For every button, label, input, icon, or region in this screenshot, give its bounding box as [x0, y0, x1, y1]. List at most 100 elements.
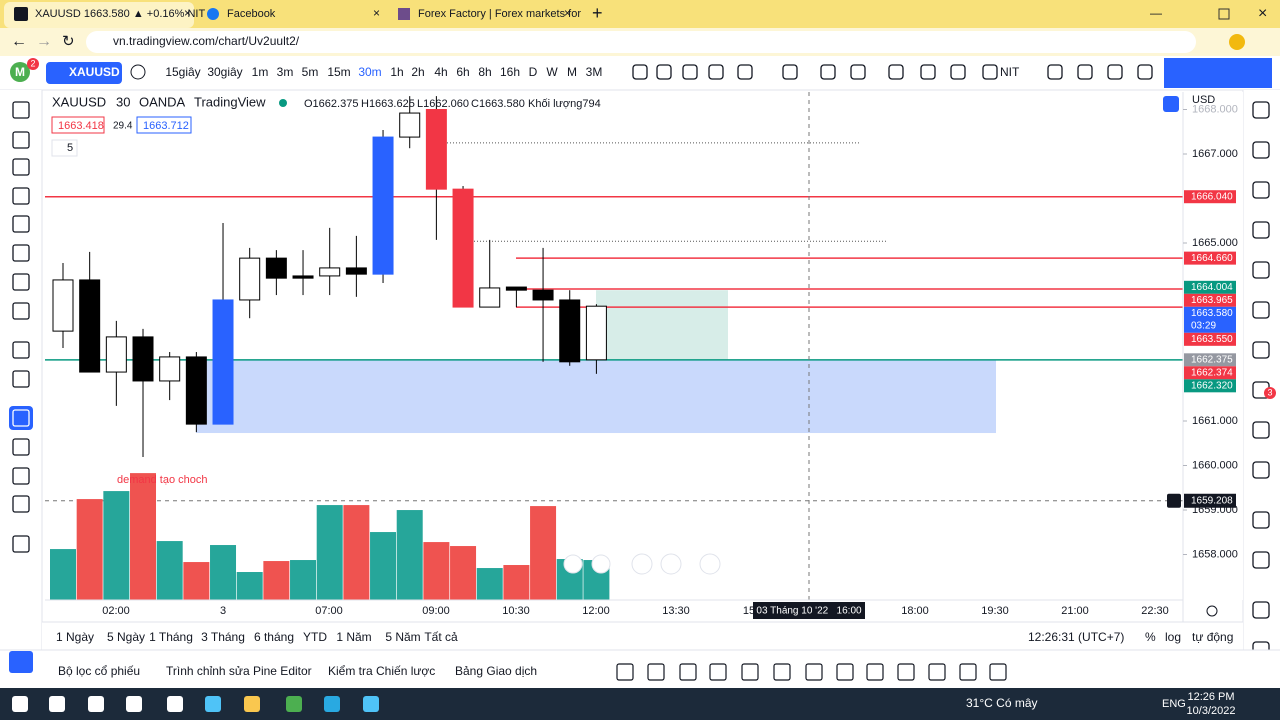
lock-scale[interactable] — [1163, 96, 1179, 112]
currency[interactable]: USD — [1192, 94, 1215, 106]
drawing-tool[interactable] — [679, 663, 697, 681]
tool-icon[interactable] — [12, 370, 30, 388]
taskbar-icon[interactable] — [88, 696, 104, 712]
interval[interactable]: M — [567, 65, 577, 79]
window-close[interactable]: × — [1258, 5, 1267, 22]
range-button[interactable]: 3 Tháng — [201, 630, 245, 644]
taskbar-icon[interactable] — [363, 696, 379, 712]
publish-button[interactable] — [1164, 58, 1272, 88]
toolbar-icon[interactable] — [1077, 64, 1093, 80]
panel-tab[interactable]: Bộ lọc cổ phiếu — [58, 664, 140, 678]
range-button[interactable]: 5 Năm — [385, 630, 420, 644]
toolbar-icon[interactable] — [850, 64, 866, 80]
drawing-tool[interactable] — [616, 663, 634, 681]
taskbar-icon[interactable] — [126, 696, 142, 712]
tab[interactable] — [4, 2, 194, 28]
taskbar-icon[interactable] — [324, 696, 340, 712]
bid[interactable]: 1663.418 — [58, 120, 104, 132]
sell-box[interactable] — [51, 116, 105, 134]
toolbar-icon[interactable] — [782, 64, 798, 80]
toolbar-icon[interactable] — [820, 64, 836, 80]
tab-close[interactable]: × — [184, 6, 191, 20]
drawing-tool[interactable] — [647, 663, 665, 681]
avatar[interactable] — [10, 62, 30, 82]
sidebar-icon[interactable] — [1252, 511, 1270, 529]
drawing-tool[interactable] — [989, 663, 1007, 681]
range-button[interactable]: 1 Ngày — [56, 630, 94, 644]
sidebar-icon[interactable] — [1252, 341, 1270, 359]
sidebar-icon[interactable] — [1252, 301, 1270, 319]
drawing-tool[interactable] — [897, 663, 915, 681]
symbol[interactable]: XAUUSD — [69, 65, 120, 79]
range-button[interactable]: YTD — [303, 630, 327, 644]
sidebar-icon[interactable] — [1252, 221, 1270, 239]
drawing-tool[interactable] — [928, 663, 946, 681]
range-button[interactable]: 1 Năm — [336, 630, 371, 644]
toolbar-icon[interactable] — [1137, 64, 1153, 80]
star[interactable] — [9, 651, 33, 673]
toolbar-icon[interactable] — [950, 64, 966, 80]
tool-icon[interactable] — [12, 131, 30, 149]
tool-icon[interactable] — [12, 302, 30, 320]
percent-toggle[interactable]: % — [1145, 630, 1156, 644]
tool-icon[interactable] — [12, 244, 30, 262]
toolbar-icon[interactable] — [737, 64, 753, 80]
toolbar-icon[interactable] — [888, 64, 904, 80]
interval[interactable]: 15m — [327, 65, 350, 79]
tab-title[interactable]: Forex Factory | Forex markets for — [418, 8, 581, 20]
auto-toggle[interactable]: tự động — [1192, 630, 1233, 644]
interval[interactable]: 16h — [500, 65, 520, 79]
interval[interactable]: D — [529, 65, 538, 79]
forward[interactable]: → — [36, 33, 52, 50]
interval[interactable]: 1m — [252, 65, 269, 79]
range-button[interactable]: 1 Tháng — [149, 630, 193, 644]
omnibox[interactable] — [86, 31, 1196, 53]
tool-icon[interactable] — [12, 187, 30, 205]
range-button[interactable]: 5 Ngày — [107, 630, 145, 644]
tool-icon[interactable] — [12, 495, 30, 513]
drawing-tool[interactable] — [959, 663, 977, 681]
taskbar-icon[interactable] — [286, 696, 302, 712]
layout-name[interactable]: NIT — [1000, 65, 1020, 79]
url[interactable]: vn.tradingview.com/chart/Uv2uult2/ — [113, 34, 300, 48]
sidebar-icon[interactable] — [1252, 181, 1270, 199]
window-max[interactable] — [1218, 8, 1230, 20]
interval[interactable]: 3m — [277, 65, 294, 79]
interval[interactable]: 30m — [358, 65, 381, 79]
toolbar-icon[interactable] — [920, 64, 936, 80]
interval[interactable]: 30giây — [207, 65, 242, 79]
add-alert[interactable] — [1167, 493, 1181, 508]
sidebar-icon[interactable] — [1252, 101, 1270, 119]
toolbar-icon[interactable] — [682, 64, 698, 80]
taskbar-icon[interactable] — [244, 696, 260, 712]
language[interactable]: ENG — [1162, 698, 1186, 710]
taskbar-icon[interactable] — [49, 696, 65, 712]
buy-box[interactable] — [136, 116, 192, 134]
settings[interactable] — [1206, 605, 1218, 617]
window-min[interactable]: — — [1150, 6, 1162, 20]
indicator-count[interactable]: 5 — [67, 142, 73, 154]
compare[interactable] — [130, 64, 146, 80]
toolbar-icon[interactable] — [656, 64, 672, 80]
tool-icon[interactable] — [12, 535, 30, 553]
interval[interactable]: 15giây — [165, 65, 200, 79]
toolbar-icon[interactable] — [708, 64, 724, 80]
nav-button[interactable] — [699, 553, 721, 575]
tool-icon[interactable] — [12, 158, 30, 176]
tab-title[interactable]: Facebook — [227, 8, 276, 20]
panel-tab[interactable]: Trình chỉnh sửa Pine Editor — [166, 664, 312, 678]
sidebar-icon[interactable] — [1252, 551, 1270, 569]
tool-icon[interactable] — [12, 101, 30, 119]
tool-icon[interactable] — [12, 467, 30, 485]
sidebar-icon[interactable] — [1252, 601, 1270, 619]
tool-icon[interactable] — [12, 273, 30, 291]
tab-close[interactable]: × — [564, 6, 571, 20]
drawing-tool[interactable] — [709, 663, 727, 681]
zoom-button[interactable] — [591, 554, 611, 574]
sidebar-icon[interactable] — [1252, 141, 1270, 159]
range-button[interactable]: Tất cả — [424, 630, 458, 644]
sidebar-icon[interactable] — [1252, 261, 1270, 279]
back[interactable]: ← — [11, 33, 27, 50]
interval[interactable]: 6h — [456, 65, 469, 79]
taskbar-icon[interactable] — [12, 696, 28, 712]
